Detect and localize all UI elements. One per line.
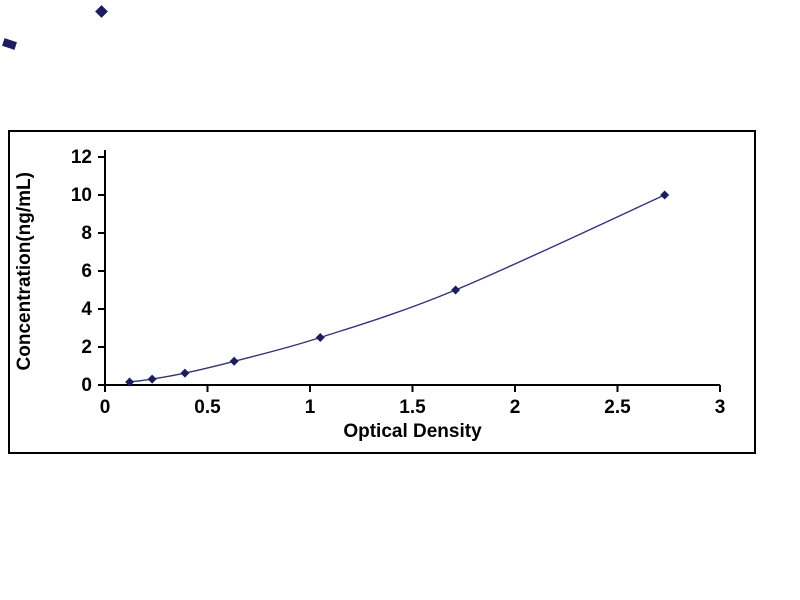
- stray-diamond-mark-top-icon: [95, 5, 108, 18]
- svg-text:0: 0: [100, 397, 111, 418]
- svg-text:10: 10: [71, 185, 92, 206]
- svg-text:0.5: 0.5: [194, 397, 221, 418]
- svg-text:2.5: 2.5: [604, 397, 631, 418]
- y-axis-title: Concentration(ng/mL): [14, 157, 36, 385]
- stray-dash-mark-left-icon: [2, 38, 17, 50]
- svg-text:12: 12: [71, 147, 92, 168]
- svg-text:1: 1: [305, 397, 316, 418]
- svg-text:8: 8: [81, 223, 92, 244]
- chart-frame: 0 0.5 1 1.5 2 2.5 3 0 2 4 6 8 10 12 Optical Density C…: [8, 130, 756, 454]
- svg-text:6: 6: [81, 261, 92, 282]
- svg-text:2: 2: [81, 337, 92, 358]
- svg-text:0: 0: [81, 375, 92, 396]
- standard-curve-plot: 0 0.5 1 1.5 2 2.5 3 0 2 4 6 8 10 12: [71, 147, 726, 418]
- svg-text:1.5: 1.5: [399, 397, 426, 418]
- x-axis-title: Optical Density: [343, 421, 482, 442]
- svg-text:3: 3: [715, 397, 726, 418]
- y-axis-title-text: Concentration(ng/mL): [14, 171, 35, 371]
- svg-text:2: 2: [510, 397, 521, 418]
- svg-text:4: 4: [81, 299, 92, 320]
